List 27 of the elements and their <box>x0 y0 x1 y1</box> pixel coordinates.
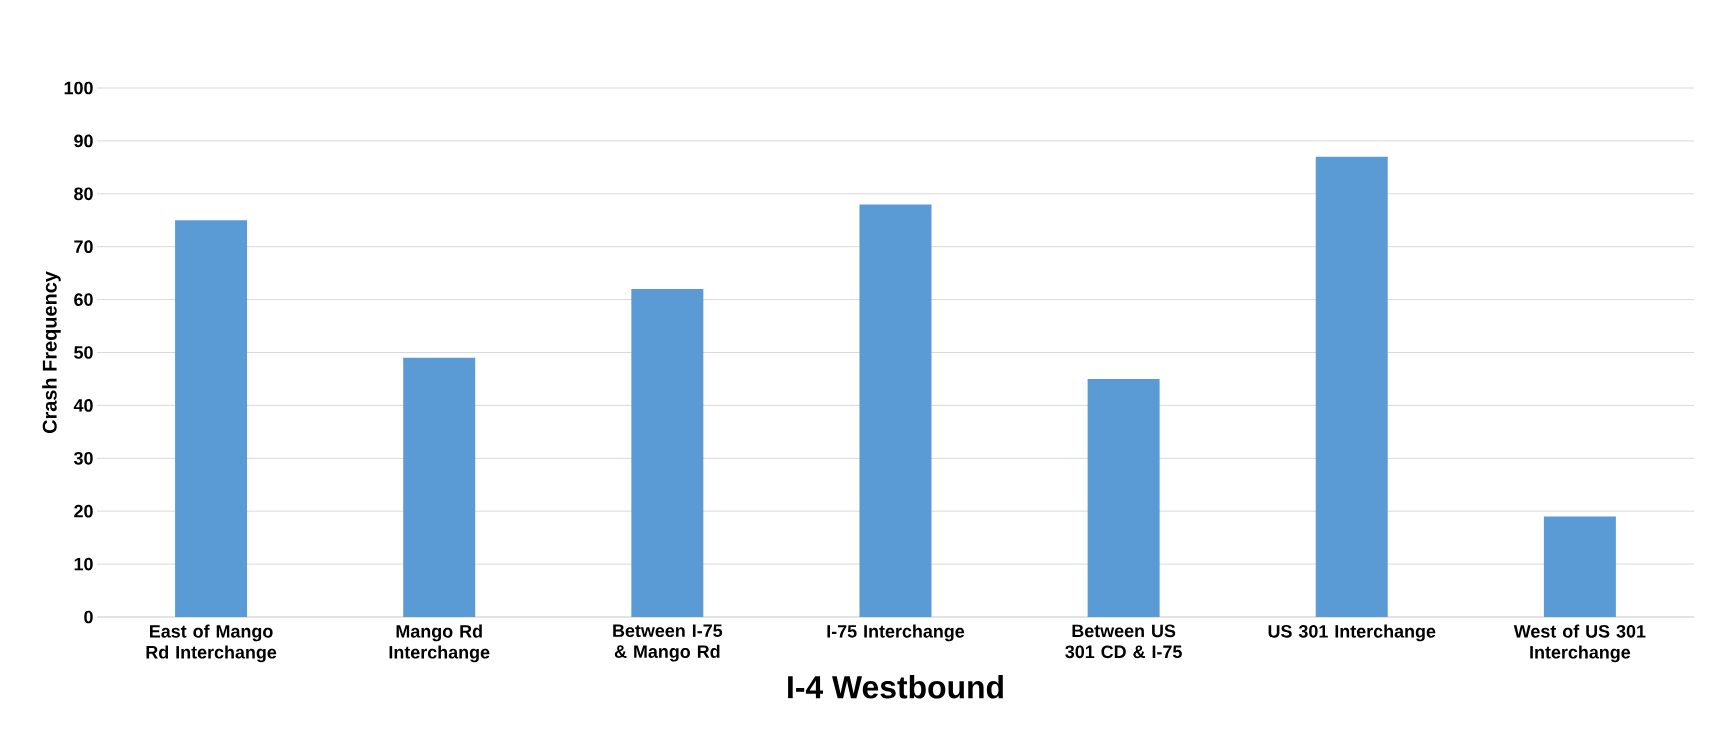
bar <box>1315 156 1388 617</box>
y-tick-label: 30 <box>73 451 93 465</box>
bar <box>1543 516 1616 617</box>
bar <box>1087 378 1160 617</box>
y-tick-label: 50 <box>74 346 93 359</box>
bar <box>175 220 248 617</box>
x-tick-label: East of Mango Rd Interchange <box>146 624 277 663</box>
bar <box>631 289 704 617</box>
x-tick-label: I-75 Interchange <box>827 624 965 642</box>
y-tick-label: 60 <box>74 293 93 306</box>
x-tick-label: West of US 301 Interchange <box>1513 624 1646 663</box>
y-tick-label: 0 <box>84 610 93 624</box>
x-axis-title: I-4 Westbound <box>788 675 1003 699</box>
y-tick-label: 80 <box>74 187 93 201</box>
y-tick-label: 40 <box>73 399 93 412</box>
y-tick-label: 90 <box>74 134 93 148</box>
x-tick-label: Between I-75 & Mango Rd <box>613 624 723 662</box>
y-tick-label: 70 <box>74 240 93 254</box>
bar <box>859 204 932 617</box>
y-axis-title: Crash Frequency <box>42 271 61 434</box>
y-tick-label: 20 <box>74 504 93 518</box>
y-tick-label: 10 <box>74 557 93 571</box>
y-tick-label: 100 <box>64 81 93 95</box>
x-tick-label: Between US 301 CD & I-75 <box>1065 624 1182 659</box>
x-tick-label: US 301 Interchange <box>1268 624 1436 642</box>
x-tick-label: Mango Rd Interchange <box>389 624 490 663</box>
bar <box>403 357 476 617</box>
